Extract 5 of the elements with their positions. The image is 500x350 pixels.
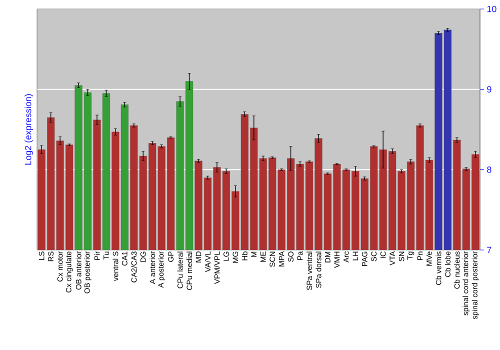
y-tick-label: 10 — [487, 6, 496, 12]
y-tick-label: 7 — [487, 246, 492, 254]
y-tick-label: 8 — [487, 166, 492, 173]
y-axis-title: Log2 (expression) — [24, 94, 34, 165]
y-tick-label: 9 — [487, 86, 492, 93]
